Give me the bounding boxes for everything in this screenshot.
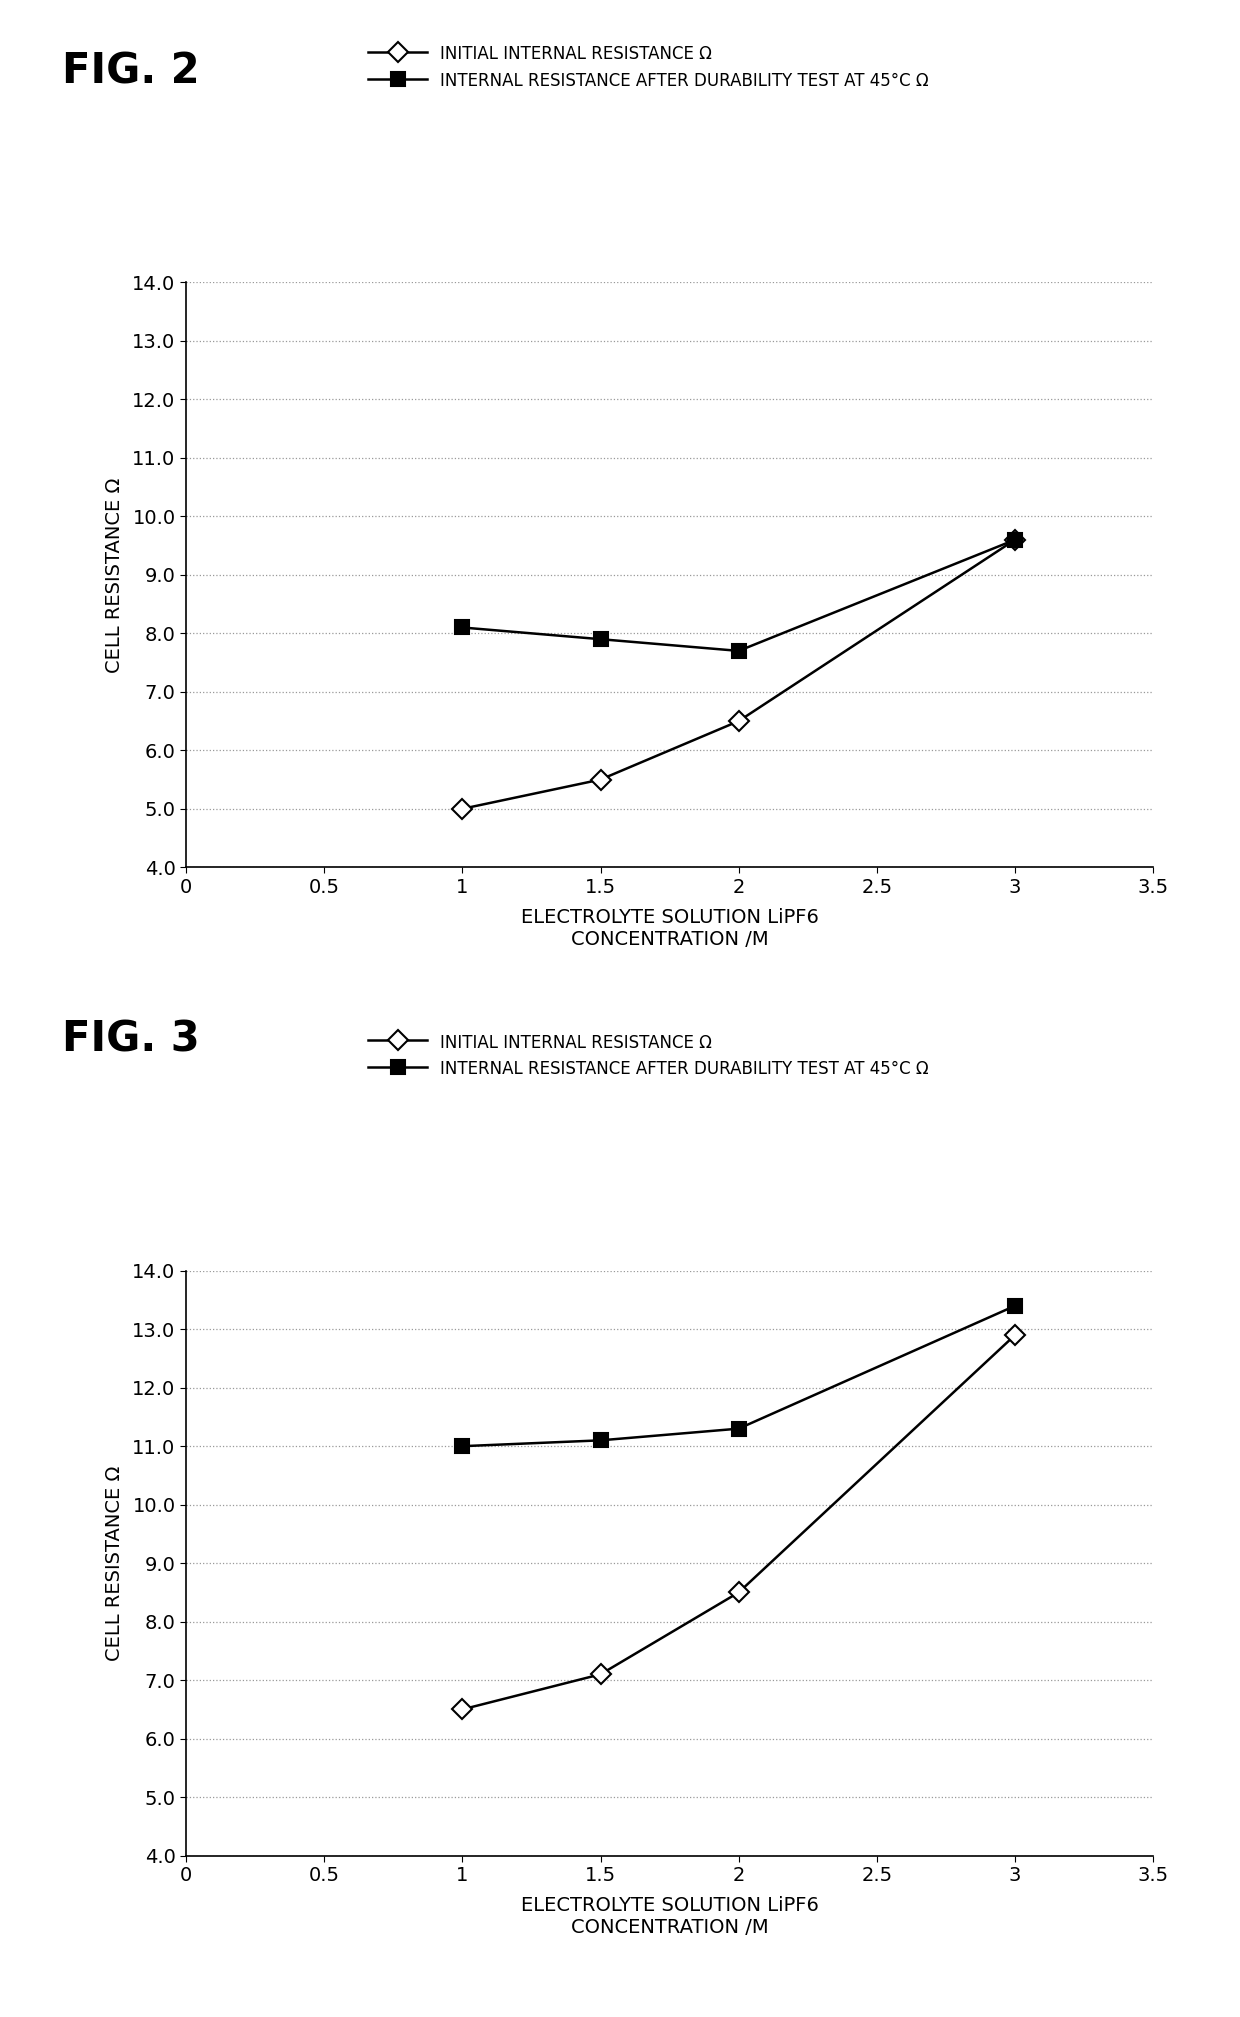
Text: FIG. 3: FIG. 3 [62,1019,200,1061]
INITIAL INTERNAL RESISTANCE Ω [593,768,608,793]
INTERNAL RESISTANCE AFTER DURABILITY TEST AT 45°C Ω [455,1434,470,1458]
INITIAL INTERNAL RESISTANCE Ω [1008,528,1023,553]
INTERNAL RESISTANCE AFTER DURABILITY TEST AT 45°C Ω [1008,528,1023,553]
Text: FIG. 2: FIG. 2 [62,50,200,93]
INTERNAL RESISTANCE AFTER DURABILITY TEST AT 45°C Ω [1008,1293,1023,1317]
INTERNAL RESISTANCE AFTER DURABILITY TEST AT 45°C Ω [732,639,746,664]
Line: INITIAL INTERNAL RESISTANCE Ω: INITIAL INTERNAL RESISTANCE Ω [455,532,1022,815]
Line: INTERNAL RESISTANCE AFTER DURABILITY TEST AT 45°C Ω: INTERNAL RESISTANCE AFTER DURABILITY TES… [455,1299,1022,1452]
Line: INTERNAL RESISTANCE AFTER DURABILITY TEST AT 45°C Ω: INTERNAL RESISTANCE AFTER DURABILITY TES… [455,532,1022,658]
INITIAL INTERNAL RESISTANCE Ω [455,797,470,821]
INITIAL INTERNAL RESISTANCE Ω [732,1581,746,1606]
X-axis label: ELECTROLYTE SOLUTION LiPF6
CONCENTRATION /M: ELECTROLYTE SOLUTION LiPF6 CONCENTRATION… [521,908,818,948]
INITIAL INTERNAL RESISTANCE Ω [593,1662,608,1686]
INITIAL INTERNAL RESISTANCE Ω [455,1698,470,1723]
Legend: INITIAL INTERNAL RESISTANCE Ω, INTERNAL RESISTANCE AFTER DURABILITY TEST AT 45°C: INITIAL INTERNAL RESISTANCE Ω, INTERNAL … [368,1033,929,1077]
INTERNAL RESISTANCE AFTER DURABILITY TEST AT 45°C Ω [732,1416,746,1440]
INITIAL INTERNAL RESISTANCE Ω [1008,1323,1023,1347]
Legend: INITIAL INTERNAL RESISTANCE Ω, INTERNAL RESISTANCE AFTER DURABILITY TEST AT 45°C: INITIAL INTERNAL RESISTANCE Ω, INTERNAL … [368,44,929,89]
Line: INITIAL INTERNAL RESISTANCE Ω: INITIAL INTERNAL RESISTANCE Ω [455,1327,1022,1716]
Y-axis label: CELL RESISTANCE Ω: CELL RESISTANCE Ω [105,478,124,672]
INTERNAL RESISTANCE AFTER DURABILITY TEST AT 45°C Ω [593,1428,608,1452]
INTERNAL RESISTANCE AFTER DURABILITY TEST AT 45°C Ω [455,615,470,639]
INTERNAL RESISTANCE AFTER DURABILITY TEST AT 45°C Ω [593,627,608,651]
Y-axis label: CELL RESISTANCE Ω: CELL RESISTANCE Ω [105,1466,124,1660]
X-axis label: ELECTROLYTE SOLUTION LiPF6
CONCENTRATION /M: ELECTROLYTE SOLUTION LiPF6 CONCENTRATION… [521,1896,818,1936]
INITIAL INTERNAL RESISTANCE Ω [732,710,746,734]
